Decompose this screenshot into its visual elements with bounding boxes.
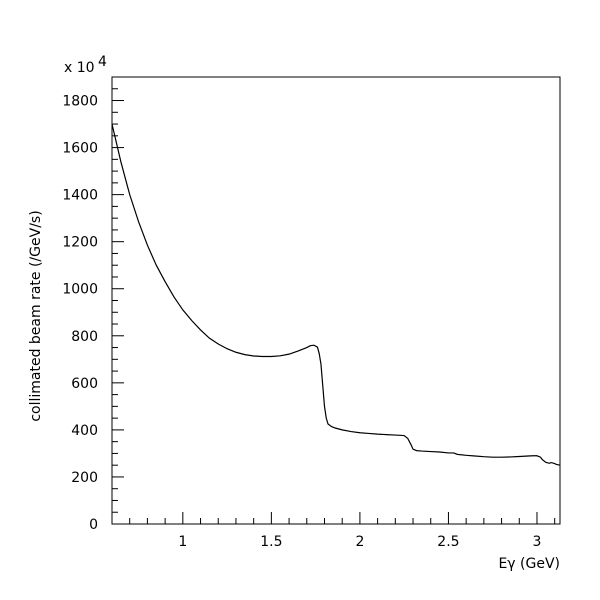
y-tick-label: 200 — [71, 470, 98, 486]
y-tick-label: 1600 — [62, 141, 98, 157]
y-tick-label: 1200 — [62, 235, 98, 251]
x-axis-label: Eγ (GeV) — [498, 556, 560, 572]
y-tick-label: 600 — [71, 376, 98, 392]
x-tick-label: 1 — [178, 534, 187, 550]
axis-ticks — [111, 76, 556, 525]
axis-tick-labels: 1 1.5 2 2.5 3 0 200 400 600 800 1000 1200 1400 1600 18… — [62, 94, 541, 550]
x-tick-label: 2.5 — [437, 534, 459, 550]
y-tick-label: 1000 — [62, 282, 98, 298]
y-tick-label: 1400 — [62, 188, 98, 204]
y-tick-label: 800 — [71, 329, 98, 345]
x-tick-label: 3 — [533, 534, 542, 550]
x-tick-label: 2 — [355, 534, 364, 550]
y-multiplier-label: x 10 — [64, 60, 95, 76]
y-tick-label: 0 — [89, 517, 98, 533]
y-tick-label: 400 — [71, 423, 98, 439]
x-tick-label: 1.5 — [260, 534, 282, 550]
series-line — [111, 123, 561, 466]
y-tick-label: 1800 — [62, 94, 98, 110]
y-axis-label: collimated beam rate (/GeV/s) — [28, 210, 44, 421]
y-multiplier-exponent: 4 — [98, 54, 107, 70]
